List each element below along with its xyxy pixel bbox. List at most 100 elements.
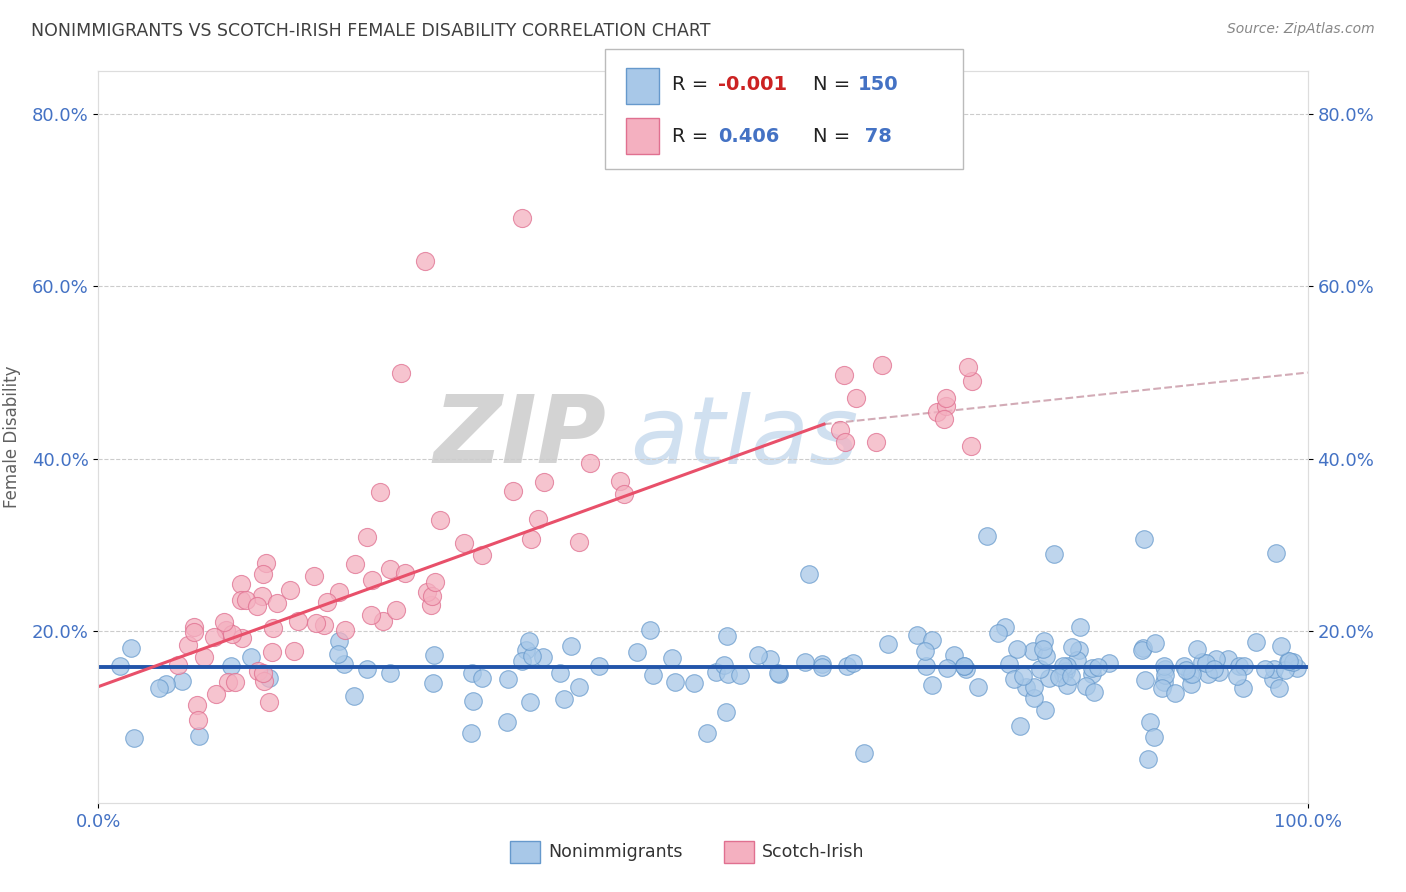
Point — [1081, 667, 1104, 681]
Point — [1098, 657, 1121, 671]
Point — [953, 659, 976, 673]
Point — [1038, 671, 1060, 685]
Point — [626, 645, 648, 659]
Point — [936, 661, 959, 675]
Point — [553, 691, 575, 706]
Point — [935, 400, 957, 414]
Point — [1022, 680, 1045, 694]
Point — [420, 589, 443, 603]
Point — [1264, 546, 1286, 560]
Point — [416, 585, 439, 599]
Point — [1244, 635, 1267, 649]
Point — [1263, 662, 1285, 676]
Point — [956, 359, 979, 374]
Point — [520, 533, 543, 547]
Point — [1132, 532, 1154, 546]
Point — [413, 253, 436, 268]
Point — [422, 676, 444, 690]
Point — [360, 573, 382, 587]
Text: NONIMMIGRANTS VS SCOTCH-IRISH FEMALE DISABILITY CORRELATION CHART: NONIMMIGRANTS VS SCOTCH-IRISH FEMALE DIS… — [31, 22, 710, 40]
Text: R =: R = — [672, 127, 714, 145]
Point — [828, 423, 851, 437]
Point — [419, 598, 441, 612]
Point — [759, 652, 782, 666]
Point — [1005, 641, 1028, 656]
Point — [1181, 666, 1204, 681]
Point — [588, 659, 610, 673]
Point — [183, 624, 205, 639]
Point — [389, 366, 412, 380]
Point — [1069, 620, 1091, 634]
Point — [312, 618, 335, 632]
Point — [1202, 662, 1225, 676]
Bar — [724, 841, 754, 863]
Point — [1043, 547, 1066, 561]
Point — [560, 639, 582, 653]
Point — [793, 655, 815, 669]
Point — [186, 698, 208, 713]
Point — [368, 485, 391, 500]
Point — [344, 557, 367, 571]
Point — [423, 574, 446, 589]
Point — [278, 583, 301, 598]
Point — [935, 391, 957, 405]
Point — [1033, 634, 1056, 648]
Point — [1014, 680, 1036, 694]
Point — [1233, 658, 1256, 673]
Point — [1052, 666, 1074, 681]
Point — [510, 654, 533, 668]
Point — [664, 675, 686, 690]
Point — [177, 638, 200, 652]
Point — [1191, 656, 1213, 670]
Point — [717, 666, 740, 681]
Point — [108, 659, 131, 673]
Point — [967, 680, 990, 694]
Point — [609, 475, 631, 489]
Point — [704, 665, 727, 679]
Point — [1226, 669, 1249, 683]
Point — [257, 671, 280, 685]
Point — [384, 603, 406, 617]
Point — [429, 513, 451, 527]
Text: 0.406: 0.406 — [718, 127, 780, 145]
Point — [1033, 703, 1056, 717]
Text: N =: N = — [813, 75, 856, 95]
Point — [252, 665, 274, 680]
Point — [1180, 677, 1202, 691]
Point — [371, 614, 394, 628]
Point — [747, 648, 769, 663]
Point — [252, 567, 274, 582]
Point — [643, 667, 665, 681]
Point — [1066, 652, 1088, 666]
Point — [1032, 641, 1054, 656]
Point — [221, 627, 243, 641]
Point — [252, 589, 274, 603]
Point — [287, 615, 309, 629]
Point — [378, 666, 401, 681]
Point — [1164, 686, 1187, 700]
Point — [986, 626, 1008, 640]
Point — [360, 607, 382, 622]
Point — [172, 673, 194, 688]
Point — [335, 623, 357, 637]
Point — [246, 599, 269, 613]
Point — [1185, 642, 1208, 657]
Point — [845, 391, 868, 405]
Point — [1254, 662, 1277, 676]
Text: atlas: atlas — [630, 392, 859, 483]
Point — [713, 657, 735, 672]
Point — [768, 666, 790, 681]
Point — [797, 567, 820, 582]
Point — [811, 657, 834, 671]
Point — [167, 657, 190, 672]
Point — [463, 694, 485, 708]
Point — [914, 643, 936, 657]
Point — [955, 662, 977, 676]
Point — [460, 726, 482, 740]
Point — [193, 649, 215, 664]
Point — [423, 648, 446, 663]
Point — [568, 680, 591, 694]
Point — [1153, 663, 1175, 677]
Point — [254, 556, 277, 570]
Point — [380, 562, 402, 576]
